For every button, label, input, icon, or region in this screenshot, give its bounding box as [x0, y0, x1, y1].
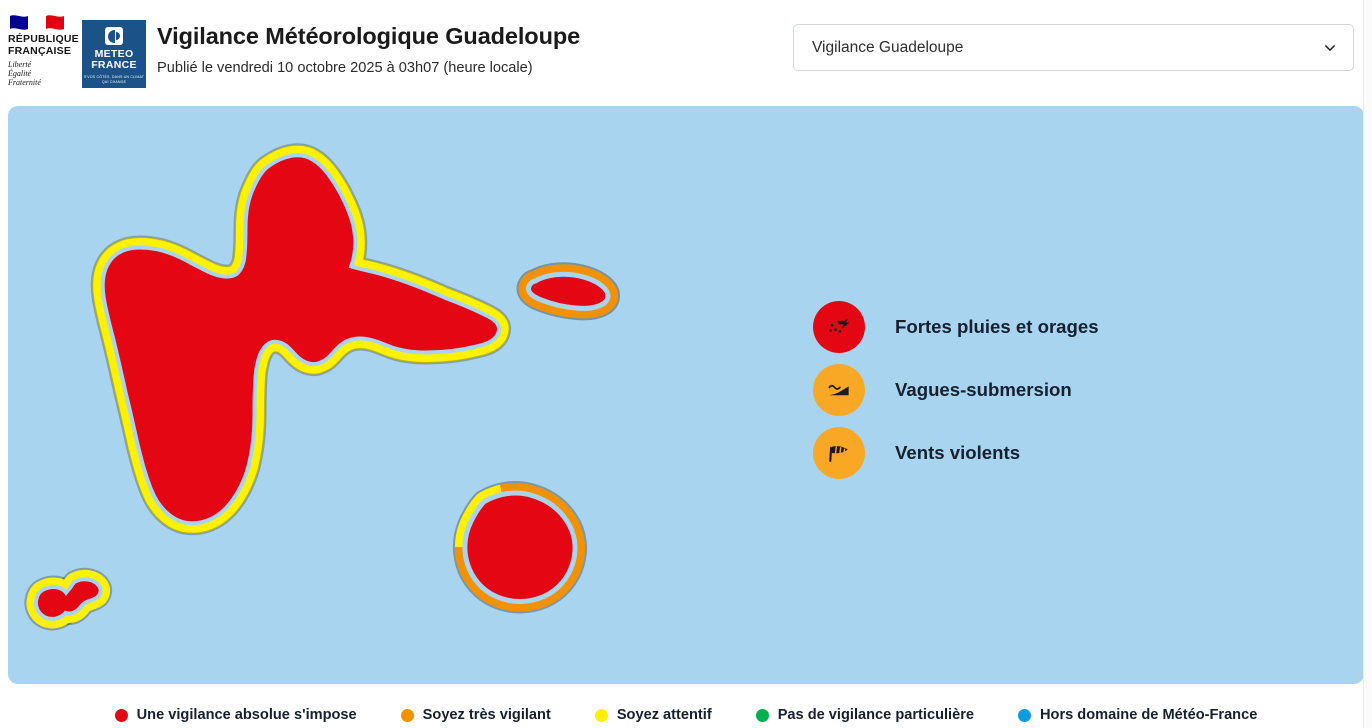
motto-egalite: Égalité: [8, 69, 32, 79]
vigilance-level-legend: Une vigilance absolue s'impose Soyez trè…: [0, 703, 1372, 728]
windsock-icon: [829, 446, 848, 462]
page-header: RÉPUBLIQUE FRANÇAISE Liberté Égalité Fra…: [0, 0, 1372, 100]
wave-submersion-badge: [813, 364, 865, 416]
legend-dot-orange-icon: [400, 709, 414, 722]
region-select-wrapper[interactable]: Vigilance Guadeloupe: [793, 24, 1354, 71]
legend-item: Hors domaine de Météo-France: [1018, 707, 1257, 724]
legend-dot-yellow-icon: [594, 709, 608, 722]
legend-dot-green-icon: [755, 709, 769, 722]
motto-liberte: Liberté: [8, 60, 32, 69]
region-select-value: Vigilance Guadeloupe: [812, 38, 964, 56]
legend-label: Soyez très vigilant: [422, 707, 551, 723]
legend-item: Pas de vigilance particulière: [755, 707, 974, 724]
republique-line-2: FRANÇAISE: [8, 44, 72, 57]
meteo-france-name: METEO FRANCE: [91, 49, 137, 71]
rain-thunderstorm-badge: [813, 301, 865, 353]
phenomenon-label: Vagues-submersion: [895, 379, 1072, 400]
legend-dot-blue-icon: [1018, 709, 1031, 722]
phenomena-legend: Fortes pluies et orages Vagues-submersio…: [813, 301, 1233, 490]
page-scrollbar[interactable]: [1363, 0, 1372, 728]
meteo-france-tagline: S'VOS CÔTÉS, DANS UN CLIMAT QUI CHANGE: [83, 75, 145, 84]
island-basse-terre-grande-terre[interactable]: [105, 158, 496, 521]
republique-motto: Liberté Égalité Fraternité: [8, 60, 76, 88]
meteo-france-mark-icon: [105, 27, 123, 45]
rain-thunderstorm-icon: [829, 318, 850, 333]
legend-label: Pas de vigilance particulière: [777, 707, 974, 723]
phenomenon-label: Vents violents: [895, 442, 1021, 463]
phenomenon-row[interactable]: Vents violents: [813, 427, 1233, 479]
vigilance-map-panel[interactable]: Fortes pluies et orages Vagues-submersio…: [8, 106, 1364, 684]
wave-submersion-icon: [828, 384, 849, 396]
region-select[interactable]: Vigilance Guadeloupe: [793, 24, 1354, 71]
legend-item: Une vigilance absolue s'impose: [114, 707, 357, 724]
chevron-down-icon[interactable]: [1323, 41, 1337, 55]
phenomenon-label: Fortes pluies et orages: [895, 316, 1099, 337]
meteo-line-2: FRANCE: [91, 59, 137, 71]
island-la-desirade[interactable]: [531, 277, 605, 305]
republique-francaise-logo: RÉPUBLIQUE FRANÇAISE Liberté Égalité Fra…: [6, 12, 79, 88]
meteo-line-1: METEO: [94, 48, 134, 60]
republique-line-1: RÉPUBLIQUE: [8, 33, 79, 45]
legend-label: Hors domaine de Météo-France: [1040, 707, 1258, 723]
phenomenon-row[interactable]: Fortes pluies et orages: [813, 301, 1233, 353]
island-marie-galante[interactable]: [468, 496, 572, 599]
windsock-badge: [813, 427, 865, 479]
page-title: Vigilance Météorologique Guadeloupe: [157, 23, 581, 49]
legend-dot-red-icon: [114, 709, 128, 722]
legend-item: Soyez attentif: [594, 707, 712, 724]
island-les-saintes[interactable]: [38, 582, 98, 617]
legend-item: Soyez très vigilant: [400, 707, 551, 724]
republique-label: RÉPUBLIQUE FRANÇAISE: [8, 33, 79, 57]
meteo-france-logo: METEO FRANCE S'VOS CÔTÉS, DANS UN CLIMAT…: [82, 20, 146, 88]
phenomenon-row[interactable]: Vagues-submersion: [813, 364, 1233, 416]
french-flag-icon: [10, 15, 64, 30]
publication-timestamp: Publié le vendredi 10 octobre 2025 à 03h…: [157, 60, 533, 76]
legend-label: Soyez attentif: [616, 707, 712, 723]
motto-fraternite: Fraternité: [8, 78, 41, 88]
legend-label: Une vigilance absolue s'impose: [136, 707, 357, 723]
header-text-block: Vigilance Météorologique Guadeloupe Publ…: [157, 22, 580, 77]
